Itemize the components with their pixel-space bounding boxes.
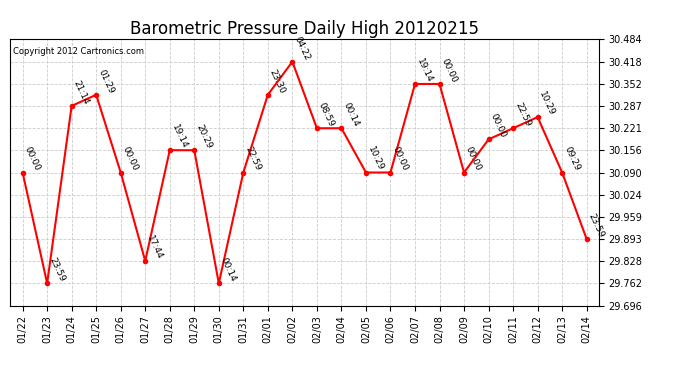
Text: 22:59: 22:59 bbox=[513, 101, 532, 128]
Text: 21:14: 21:14 bbox=[72, 79, 90, 106]
Text: 00:14: 00:14 bbox=[219, 256, 238, 284]
Text: 01:29: 01:29 bbox=[96, 68, 115, 95]
Text: 00:00: 00:00 bbox=[440, 57, 459, 84]
Text: 17:44: 17:44 bbox=[145, 234, 164, 261]
Text: Copyright 2012 Cartronics.com: Copyright 2012 Cartronics.com bbox=[13, 47, 144, 56]
Text: 00:00: 00:00 bbox=[391, 145, 410, 172]
Text: 19:14: 19:14 bbox=[415, 57, 434, 84]
Text: 04:22: 04:22 bbox=[293, 35, 311, 62]
Title: Barometric Pressure Daily High 20120215: Barometric Pressure Daily High 20120215 bbox=[130, 20, 479, 38]
Text: 00:14: 00:14 bbox=[342, 101, 360, 128]
Text: 23:59: 23:59 bbox=[586, 212, 606, 239]
Text: 00:00: 00:00 bbox=[464, 145, 483, 172]
Text: 08:59: 08:59 bbox=[317, 101, 336, 128]
Text: 19:14: 19:14 bbox=[170, 123, 189, 150]
Text: 00:00: 00:00 bbox=[489, 112, 508, 140]
Text: 10:29: 10:29 bbox=[366, 146, 385, 172]
Text: 22:59: 22:59 bbox=[244, 146, 262, 172]
Text: 00:00: 00:00 bbox=[23, 145, 41, 172]
Text: 09:29: 09:29 bbox=[562, 146, 581, 172]
Text: 23:30: 23:30 bbox=[268, 68, 287, 95]
Text: 10:29: 10:29 bbox=[538, 90, 557, 117]
Text: 23:59: 23:59 bbox=[47, 256, 66, 284]
Text: 00:00: 00:00 bbox=[121, 145, 140, 172]
Text: 20:29: 20:29 bbox=[195, 123, 213, 150]
